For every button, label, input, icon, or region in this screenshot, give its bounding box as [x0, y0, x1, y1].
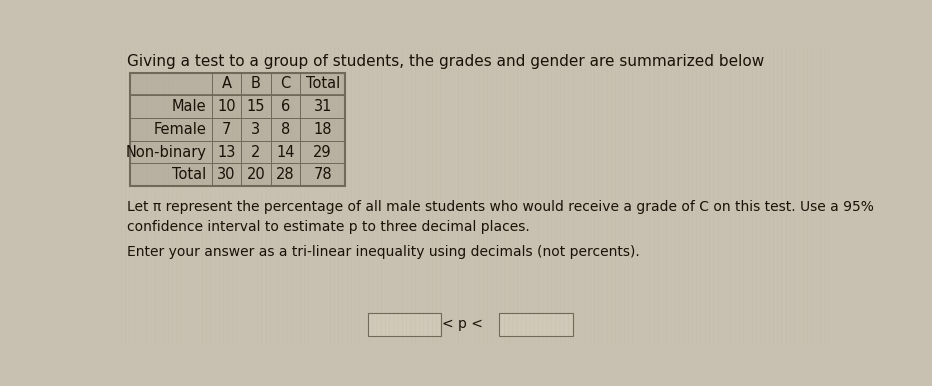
Text: Female: Female: [154, 122, 206, 137]
Bar: [300, 141, 345, 163]
Bar: [130, 163, 212, 186]
Bar: [367, 313, 441, 336]
Text: Total: Total: [172, 167, 206, 182]
Bar: [130, 118, 212, 141]
Text: 28: 28: [276, 167, 295, 182]
Text: Giving a test to a group of students, the grades and gender are summarized below: Giving a test to a group of students, th…: [127, 54, 764, 69]
Text: confidence interval to estimate p to three decimal places.: confidence interval to estimate p to thr…: [127, 220, 529, 234]
Bar: [241, 163, 270, 186]
Bar: [500, 313, 573, 336]
Text: 8: 8: [281, 122, 290, 137]
Text: 2: 2: [252, 144, 261, 159]
Bar: [241, 141, 270, 163]
Bar: [241, 95, 270, 118]
Bar: [241, 73, 270, 95]
Bar: [300, 95, 345, 118]
Text: Male: Male: [171, 99, 206, 114]
Text: 78: 78: [313, 167, 332, 182]
Bar: [241, 118, 270, 141]
Text: Total: Total: [306, 76, 340, 91]
Text: C: C: [281, 76, 291, 91]
Text: Let π represent the percentage of all male students who would receive a grade of: Let π represent the percentage of all ma…: [127, 200, 873, 214]
Text: 13: 13: [217, 144, 236, 159]
Text: 3: 3: [252, 122, 261, 137]
Text: 14: 14: [276, 144, 295, 159]
Bar: [212, 163, 241, 186]
Bar: [300, 118, 345, 141]
Text: B: B: [251, 76, 261, 91]
Text: 7: 7: [222, 122, 231, 137]
Bar: [270, 118, 300, 141]
Text: 30: 30: [217, 167, 236, 182]
Text: 31: 31: [313, 99, 332, 114]
Bar: [270, 95, 300, 118]
Bar: [212, 73, 241, 95]
Text: 6: 6: [281, 99, 290, 114]
Text: Non-binary: Non-binary: [126, 144, 206, 159]
Bar: [270, 141, 300, 163]
Bar: [212, 141, 241, 163]
Bar: [270, 73, 300, 95]
Bar: [212, 95, 241, 118]
Bar: [130, 95, 212, 118]
Text: Enter your answer as a tri-linear inequality using decimals (not percents).: Enter your answer as a tri-linear inequa…: [127, 245, 639, 259]
Bar: [270, 163, 300, 186]
Bar: [130, 141, 212, 163]
Text: 10: 10: [217, 99, 236, 114]
Text: < p <: < p <: [442, 317, 483, 331]
Bar: [130, 73, 345, 186]
Bar: [212, 118, 241, 141]
Bar: [300, 163, 345, 186]
Text: 20: 20: [247, 167, 266, 182]
Text: A: A: [222, 76, 231, 91]
Bar: [300, 73, 345, 95]
Text: 18: 18: [313, 122, 332, 137]
Text: 15: 15: [247, 99, 266, 114]
Bar: [130, 73, 212, 95]
Text: 29: 29: [313, 144, 332, 159]
